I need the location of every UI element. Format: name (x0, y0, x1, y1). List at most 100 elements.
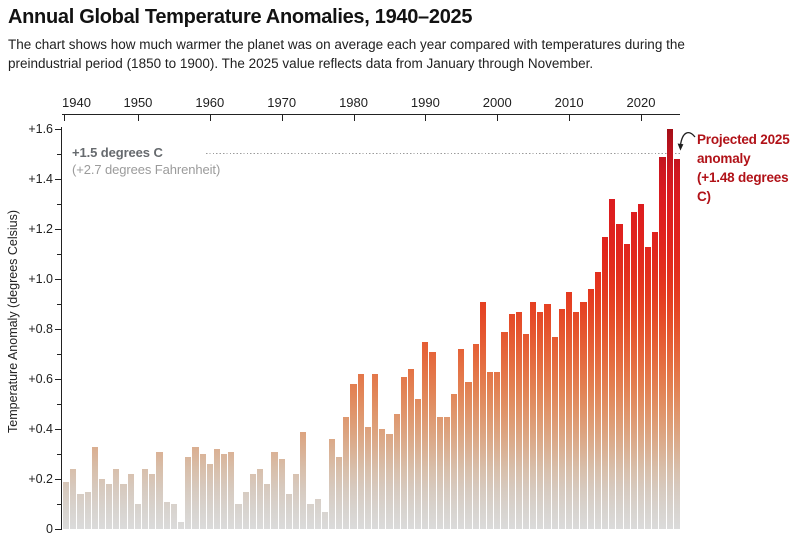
y-tick-1.3 (57, 204, 62, 205)
bar-1974 (307, 504, 314, 529)
bar-1973 (300, 431, 307, 529)
y-tick-label-0.0: 0 (46, 522, 53, 536)
page-title: Annual Global Temperature Anomalies, 194… (8, 6, 473, 28)
x-tick-1970 (281, 115, 283, 121)
bar-2008 (551, 336, 558, 529)
bar-1949 (127, 474, 134, 529)
x-tick-label-2000: 2000 (482, 95, 512, 110)
bar-2017 (616, 224, 623, 529)
bar-1940 (63, 481, 70, 529)
bar-1958 (192, 446, 199, 529)
bar-1971 (285, 494, 292, 529)
y-tick-1.4 (55, 179, 62, 180)
bar-2012 (580, 301, 587, 529)
bar-1989 (415, 399, 422, 529)
ref-line-label-fahrenheit: (+2.7 degrees Fahrenheit) (72, 162, 221, 177)
bar-2000 (494, 371, 501, 529)
bar-2002 (508, 314, 515, 529)
plot-area: 1940 1950 1960 1970 1980 1990 2000 2010 2020 (62, 95, 680, 529)
bar-1984 (379, 429, 386, 529)
bar-2010 (566, 291, 573, 529)
y-tick-0.6 (55, 379, 62, 380)
bar-2014 (594, 271, 601, 529)
bar-1980 (350, 384, 357, 529)
x-tick-label-2020: 2020 (626, 95, 656, 110)
bar-1952 (149, 474, 156, 529)
bar-1976 (321, 511, 328, 529)
bar-1947 (113, 469, 120, 529)
annotation-line-1: Projected 2025 (697, 132, 790, 147)
ref-line-label-celsius: +1.5 degrees C (72, 145, 163, 160)
annotation-line-3: (+1.48 degrees C) (697, 170, 789, 204)
bar-1991 (429, 351, 436, 529)
bar-1950 (134, 504, 142, 529)
x-tick-label-1980: 1980 (339, 95, 368, 110)
y-tick-label-0.2: +0.2 (28, 472, 53, 486)
bar-1966 (249, 474, 257, 529)
y-tick-1.5 (57, 154, 62, 155)
bar-1969 (271, 451, 278, 529)
bar-1955 (170, 504, 177, 529)
bar-1953 (156, 451, 163, 529)
x-tick-2000 (497, 115, 499, 121)
x-tick-label-1950: 1950 (123, 95, 153, 110)
bar-1987 (400, 376, 407, 529)
reference-dotted-line (206, 153, 680, 155)
y-tick-label-0.6: +0.6 (28, 372, 53, 386)
y-tick-label-0.8: +0.8 (28, 322, 53, 336)
bar-1982 (364, 426, 371, 529)
bar-2018 (623, 244, 630, 529)
bar-1968 (264, 484, 271, 529)
y-tick-0.2 (55, 479, 62, 480)
bar-2009 (558, 309, 566, 529)
bar-1985 (386, 434, 393, 529)
y-tick-0.1 (57, 504, 62, 505)
bar-1964 (235, 504, 242, 529)
bar-1975 (314, 499, 321, 529)
bar-2020 (637, 204, 645, 529)
y-tick-1.2 (55, 229, 62, 230)
y-tick-0.7 (57, 354, 62, 355)
bar-1995 (458, 349, 465, 529)
bar-1992 (436, 416, 443, 529)
bar-1944 (91, 446, 98, 529)
bar-1981 (357, 374, 364, 529)
bar-1972 (292, 474, 300, 529)
y-tick-label-1.2: +1.2 (28, 222, 53, 236)
bar-2007 (544, 304, 551, 529)
x-tick-1950 (137, 115, 139, 121)
y-tick-1.0 (55, 279, 62, 280)
bar-1959 (199, 454, 206, 529)
bar-1978 (336, 456, 343, 529)
bar-1961 (213, 449, 221, 529)
chart-subtitle: The chart shows how much warmer the plan… (8, 36, 685, 73)
bar-1997 (472, 344, 479, 529)
bar-1962 (221, 454, 228, 529)
bar-2006 (537, 311, 544, 529)
x-tick-1990 (425, 115, 427, 121)
bar-1999 (486, 371, 494, 529)
bar-1977 (328, 439, 336, 529)
x-tick-2010 (569, 115, 571, 121)
bar-1963 (228, 451, 235, 529)
y-tick-label-1.0: +1.0 (28, 272, 53, 286)
bar-2005 (530, 301, 537, 529)
x-tick-1940 (64, 115, 65, 121)
y-tick-0.8 (55, 329, 62, 330)
y-tick-0.0 (55, 529, 62, 530)
bar-1951 (142, 469, 149, 529)
y-tick-label-1.6: +1.6 (28, 122, 53, 136)
bar-1996 (465, 381, 472, 529)
bar-1970 (278, 459, 285, 529)
y-tick-0.4 (55, 429, 62, 430)
subtitle-line-1: The chart shows how much warmer the plan… (8, 37, 685, 52)
y-tick-1.1 (57, 254, 62, 255)
x-axis-line (62, 114, 680, 115)
bars-group (62, 114, 680, 529)
x-tick-label-2010: 2010 (554, 95, 584, 110)
bar-2004 (522, 334, 530, 529)
bar-1986 (393, 414, 400, 529)
bar-1957 (185, 456, 192, 529)
